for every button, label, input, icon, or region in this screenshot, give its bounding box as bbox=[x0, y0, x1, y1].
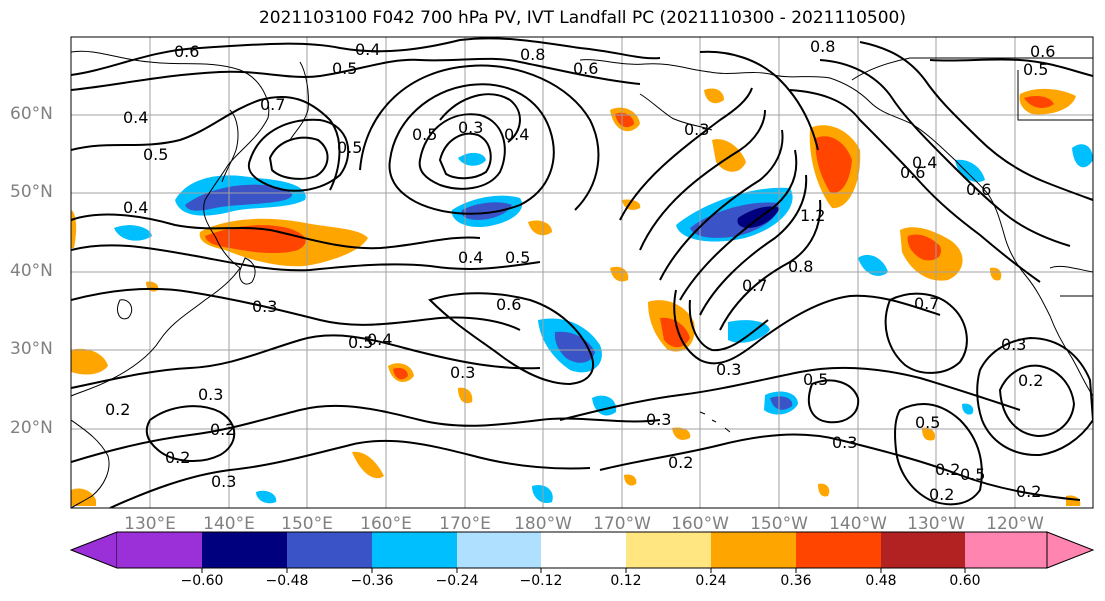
colorbar-tick-label: −0.48 bbox=[265, 573, 309, 589]
colorbar-bin bbox=[711, 532, 796, 568]
colorbar-bin bbox=[202, 532, 287, 568]
contour-label: 0.4 bbox=[504, 125, 529, 144]
map-title: 2021103100 F042 700 hPa PV, IVT Landfall… bbox=[258, 8, 906, 28]
colorbar-bin bbox=[965, 532, 1047, 568]
contour-label: 0.6 bbox=[174, 42, 199, 61]
contour-label: 0.4 bbox=[367, 330, 392, 349]
lon-label: 130°E bbox=[124, 514, 176, 534]
colorbar-bin bbox=[541, 532, 626, 568]
colorbar-bin bbox=[287, 532, 372, 568]
map-frame bbox=[70, 36, 1094, 509]
colorbar-extend-high bbox=[1046, 531, 1095, 569]
colorbar bbox=[69, 531, 1095, 573]
colorbar-bin bbox=[796, 532, 881, 568]
contour-label: 0.7 bbox=[260, 95, 285, 114]
contour-label: 0.4 bbox=[123, 198, 148, 217]
lon-label: 150°E bbox=[281, 514, 333, 534]
contour-label: 0.2 bbox=[935, 460, 960, 479]
contour-label: 0.6 bbox=[1030, 42, 1055, 61]
colorbar-tick-label: −0.12 bbox=[519, 573, 563, 589]
contour-label: 0.6 bbox=[496, 295, 521, 314]
colorbar-tick-label: −0.24 bbox=[435, 573, 479, 589]
contour-label: 0.2 bbox=[210, 420, 235, 439]
contour-label: 0.5 bbox=[143, 145, 168, 164]
map-panel: 0.6 0.4 0.5 0.8 0.6 0.8 0.6 0.5 0.7 0.4 … bbox=[71, 37, 1093, 508]
lon-label: 170°W bbox=[593, 514, 651, 534]
contour-label: 0.6 bbox=[573, 59, 598, 78]
contour-label: 0.5 bbox=[337, 138, 362, 157]
contour-label: 0.4 bbox=[912, 153, 937, 172]
contour-label: 0.5 bbox=[332, 59, 357, 78]
contour-label: 0.5 bbox=[803, 370, 828, 389]
colorbar-bin bbox=[117, 532, 202, 568]
colorbar-tick-label: 0.24 bbox=[695, 573, 727, 589]
contour-label: 0.3 bbox=[716, 360, 741, 379]
lat-label: 30°N bbox=[10, 339, 53, 359]
negative-anomaly-shading bbox=[114, 144, 1093, 504]
lon-label: 160°W bbox=[671, 514, 729, 534]
colorbar-tick-label: 0.60 bbox=[949, 573, 981, 589]
contour-label: 0.4 bbox=[123, 108, 148, 127]
lon-label: 170°E bbox=[439, 514, 491, 534]
contour-label: 0.3 bbox=[832, 433, 857, 452]
contour-label: 0.2 bbox=[1016, 482, 1041, 501]
colorbar-extend-low bbox=[69, 531, 118, 569]
contour-label: 0.7 bbox=[742, 276, 767, 295]
colorbar-bin bbox=[626, 532, 711, 568]
contour-label: 0.3 bbox=[684, 120, 709, 139]
lon-label: 160°E bbox=[360, 514, 412, 534]
lat-label: 50°N bbox=[10, 182, 53, 202]
contour-label: 0.4 bbox=[355, 40, 380, 59]
contour-label: 0.5 bbox=[960, 465, 985, 484]
contour-label: 0.5 bbox=[348, 333, 373, 352]
pv-contour-labels: 0.6 0.4 0.5 0.8 0.6 0.8 0.6 0.5 0.7 0.4 … bbox=[105, 37, 1055, 504]
contour-label: 0.6 bbox=[900, 163, 925, 182]
contour-label: 0.5 bbox=[1023, 60, 1048, 79]
contour-label: 1.2 bbox=[800, 206, 825, 225]
contour-label: 0.8 bbox=[810, 37, 835, 56]
lat-label: 60°N bbox=[10, 104, 53, 124]
contour-label: 0.6 bbox=[966, 180, 991, 199]
contour-label: 0.2 bbox=[668, 453, 693, 472]
contour-label: 0.3 bbox=[646, 410, 671, 429]
contour-label: 0.3 bbox=[450, 363, 475, 382]
contour-label: 0.3 bbox=[211, 472, 236, 491]
pv-contours bbox=[71, 37, 1093, 508]
lon-label: 140°W bbox=[829, 514, 887, 534]
contour-label: 0.3 bbox=[252, 297, 277, 316]
contour-label: 0.7 bbox=[914, 294, 939, 313]
contour-label: 0.4 bbox=[458, 248, 483, 267]
contour-label: 0.2 bbox=[105, 400, 130, 419]
contour-label: 0.8 bbox=[788, 257, 813, 276]
lon-label: 180°W bbox=[514, 514, 572, 534]
contour-label: 0.3 bbox=[458, 118, 483, 137]
contour-label: 0.2 bbox=[1018, 371, 1043, 390]
colorbar-tick-label: −0.36 bbox=[350, 573, 394, 589]
colorbar-bin bbox=[372, 532, 457, 568]
contour-label: 0.5 bbox=[915, 413, 940, 432]
colorbar-tick-label: 0.48 bbox=[865, 573, 897, 589]
positive-anomaly-shading bbox=[71, 88, 1081, 506]
contour-label: 0.3 bbox=[1001, 335, 1026, 354]
colorbar-tick-label: −0.60 bbox=[180, 573, 224, 589]
lon-label: 120°W bbox=[986, 514, 1044, 534]
lon-label: 130°W bbox=[907, 514, 965, 534]
contour-label: 0.3 bbox=[198, 385, 223, 404]
contour-label: 0.2 bbox=[165, 448, 190, 467]
lat-label: 20°N bbox=[10, 418, 53, 438]
colorbar-bin bbox=[881, 532, 965, 568]
contour-label: 0.5 bbox=[412, 125, 437, 144]
lon-label: 140°E bbox=[203, 514, 255, 534]
lat-label: 40°N bbox=[10, 261, 53, 281]
colorbar-tick-label: 0.36 bbox=[780, 573, 812, 589]
lon-label: 150°W bbox=[750, 514, 808, 534]
contour-label: 0.2 bbox=[929, 485, 954, 504]
contour-label: 0.8 bbox=[520, 45, 545, 64]
colorbar-bin bbox=[457, 532, 541, 568]
contour-label: 0.5 bbox=[505, 248, 530, 267]
colorbar-tick-label: 0.12 bbox=[610, 573, 642, 589]
